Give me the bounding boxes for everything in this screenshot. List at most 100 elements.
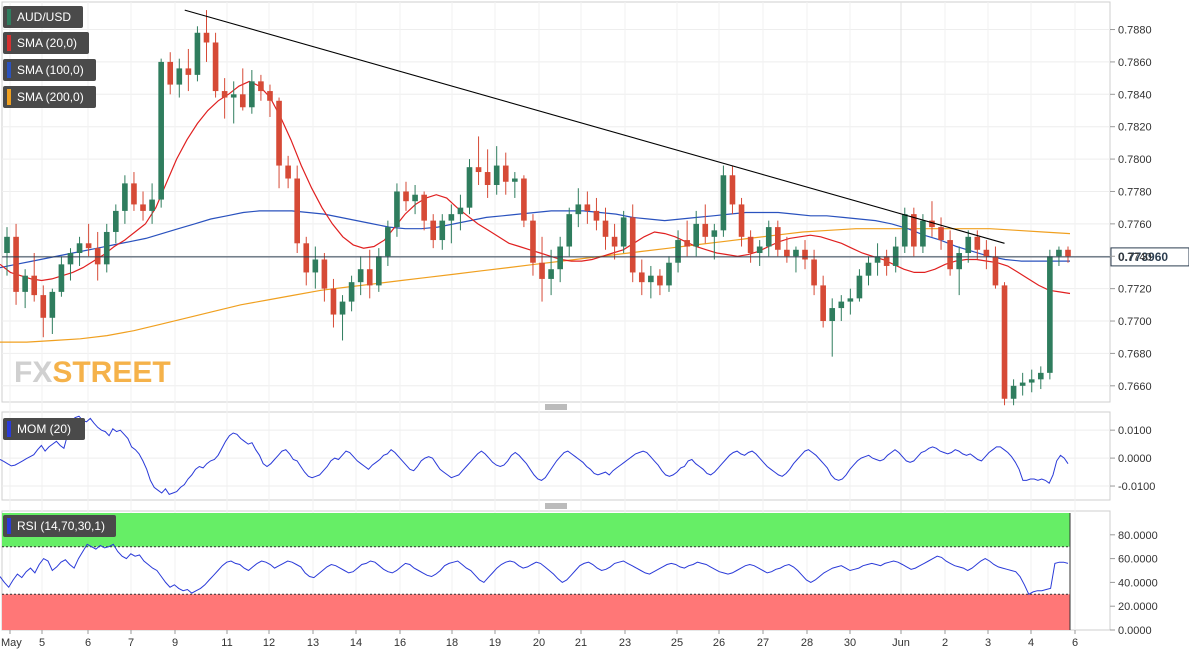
candle-body (194, 32, 201, 75)
time-tick-label: 4 (1028, 637, 1034, 649)
legend-sma20[interactable]: SMA (20,0) (3, 32, 89, 54)
candle-body (521, 178, 527, 221)
candle-body (394, 191, 400, 228)
candle (856, 269, 863, 302)
candle (512, 172, 518, 198)
time-tick-label: 13 (307, 637, 319, 649)
candle-body (802, 249, 808, 260)
candle-body (1056, 249, 1062, 257)
candle (158, 58, 164, 208)
candle (1056, 246, 1062, 266)
candle (212, 32, 219, 98)
candle (394, 183, 400, 237)
time-tick-label: 3 (985, 637, 991, 649)
mom-label[interactable]: MOM (20) (3, 418, 85, 440)
candle-body (239, 94, 246, 108)
candle (1047, 249, 1053, 380)
legend-sma100[interactable]: SMA (100,0) (3, 59, 96, 81)
candle (185, 48, 192, 92)
candle-body (430, 220, 437, 241)
candle (1010, 379, 1017, 406)
mom-label-text: MOM (20) (17, 422, 71, 436)
rsi-tick-label: 60.0000 (1118, 554, 1158, 566)
legend-sma100-label: SMA (100,0) (17, 63, 84, 77)
candle-body (657, 275, 663, 286)
candle-body (729, 175, 736, 205)
candle-body (1028, 379, 1035, 383)
time-tick-label: 28 (801, 637, 813, 649)
time-tick-label: 26 (713, 637, 725, 649)
candle (321, 253, 328, 302)
candle (566, 207, 573, 257)
candle (76, 236, 83, 266)
rsi-overbought-zone (2, 513, 1070, 547)
legend-symbol-swatch (7, 9, 11, 25)
candle (375, 248, 382, 292)
candle-body (847, 298, 854, 302)
candle-body (575, 204, 582, 215)
candle (348, 275, 355, 312)
current-price-label: 0.773960 (1118, 250, 1168, 264)
candle-body (811, 259, 817, 286)
candle-body (493, 165, 500, 185)
candle-body (4, 236, 10, 254)
time-tick-label: 27 (757, 637, 769, 649)
candle (421, 191, 427, 231)
candle-body (303, 243, 310, 273)
candle-body (22, 275, 28, 292)
candle (366, 249, 373, 299)
candle-body (249, 81, 255, 108)
candle (593, 197, 600, 231)
candle (765, 220, 772, 257)
splitter-1 (545, 404, 567, 410)
rsi-line (0, 543, 1069, 595)
candle-body (883, 256, 890, 266)
candle (258, 74, 264, 101)
candle (874, 243, 881, 276)
candle (775, 220, 781, 257)
candle-body (775, 227, 781, 250)
candle-body (938, 227, 944, 241)
candle-body (448, 214, 455, 221)
candle-body (793, 249, 799, 257)
candle-body (502, 165, 509, 182)
candle-body (475, 167, 482, 173)
candle-body (258, 81, 264, 92)
mom-tick-label: -0.0100 (1118, 481, 1155, 493)
rsi-tick-label: 80.0000 (1118, 530, 1158, 542)
legend-symbol[interactable]: AUD/USD (3, 6, 83, 28)
candle (629, 204, 636, 283)
candle-body (339, 301, 346, 315)
axis-labels: 0.7660 0.7680 0.7700 0.7720 0.7740 0.7760 0.77… (1, 25, 1158, 649)
candle (557, 236, 563, 283)
rsi-label[interactable]: RSI (14,70,30,1) (3, 515, 116, 537)
candle (122, 175, 128, 224)
legend-sma200[interactable]: SMA (200,0) (3, 86, 96, 108)
panel-frames (1, 1, 1111, 631)
candle (49, 288, 56, 334)
candle (865, 256, 872, 286)
candle (992, 246, 999, 289)
candle-body (856, 275, 863, 299)
price-tick-label: 0.7700 (1118, 316, 1152, 328)
candle-body (738, 204, 745, 237)
legend-symbol-label: AUD/USD (17, 10, 72, 24)
candle (947, 230, 953, 276)
candle-body (185, 68, 192, 75)
candle (303, 236, 310, 286)
candle-body (212, 42, 219, 92)
candle (448, 204, 455, 244)
candle (1001, 282, 1008, 406)
rsi-tick-label: 40.0000 (1118, 577, 1158, 589)
candle (412, 184, 418, 215)
time-tick-label: May (1, 637, 22, 649)
candle (94, 231, 101, 281)
candle-body (638, 272, 645, 283)
rsi-tick-label: 20.0000 (1118, 601, 1158, 613)
candle-body (1065, 249, 1071, 257)
candle (466, 159, 473, 215)
candle-body (1019, 382, 1026, 386)
candle-body (684, 240, 690, 247)
candle-body (221, 91, 228, 98)
candle-body (666, 262, 672, 286)
